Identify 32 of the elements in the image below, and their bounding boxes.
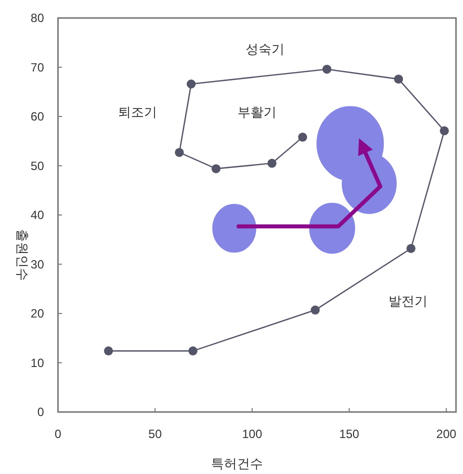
x-tick-label: 100 xyxy=(242,427,262,441)
x-tick-label: 0 xyxy=(54,427,62,441)
x-tick-label: 150 xyxy=(339,427,360,441)
y-tick-label: 60 xyxy=(30,110,44,124)
point xyxy=(406,244,416,253)
x-tick-label: 200 xyxy=(436,427,457,441)
point xyxy=(188,346,198,356)
annotation: 퇴조기 xyxy=(118,104,158,120)
x-tick-label: 50 xyxy=(148,427,162,441)
annotation: 성숙기 xyxy=(245,41,284,56)
x-axis-title: 특허건수 xyxy=(211,456,263,471)
y-tick-label: 0 xyxy=(37,405,44,419)
point xyxy=(186,79,196,88)
y-tick-label: 40 xyxy=(30,208,44,222)
annotation: 부활기 xyxy=(238,104,276,120)
point xyxy=(174,148,184,157)
y-tick-label: 30 xyxy=(30,257,44,272)
y-tick-label: 10 xyxy=(30,356,44,370)
point xyxy=(310,306,320,315)
annotation: 발전기 xyxy=(388,294,428,309)
y-tick-label: 70 xyxy=(30,60,44,74)
point xyxy=(394,74,404,84)
point xyxy=(212,164,221,174)
point xyxy=(104,346,113,356)
point xyxy=(298,132,308,142)
y-tick-label: 80 xyxy=(30,11,44,25)
point xyxy=(267,158,276,168)
point xyxy=(322,64,332,74)
y-axis-title: 출원인수 xyxy=(15,229,30,281)
point xyxy=(440,126,449,136)
y-tick-label: 50 xyxy=(30,158,44,173)
y-tick-label: 20 xyxy=(30,306,44,320)
